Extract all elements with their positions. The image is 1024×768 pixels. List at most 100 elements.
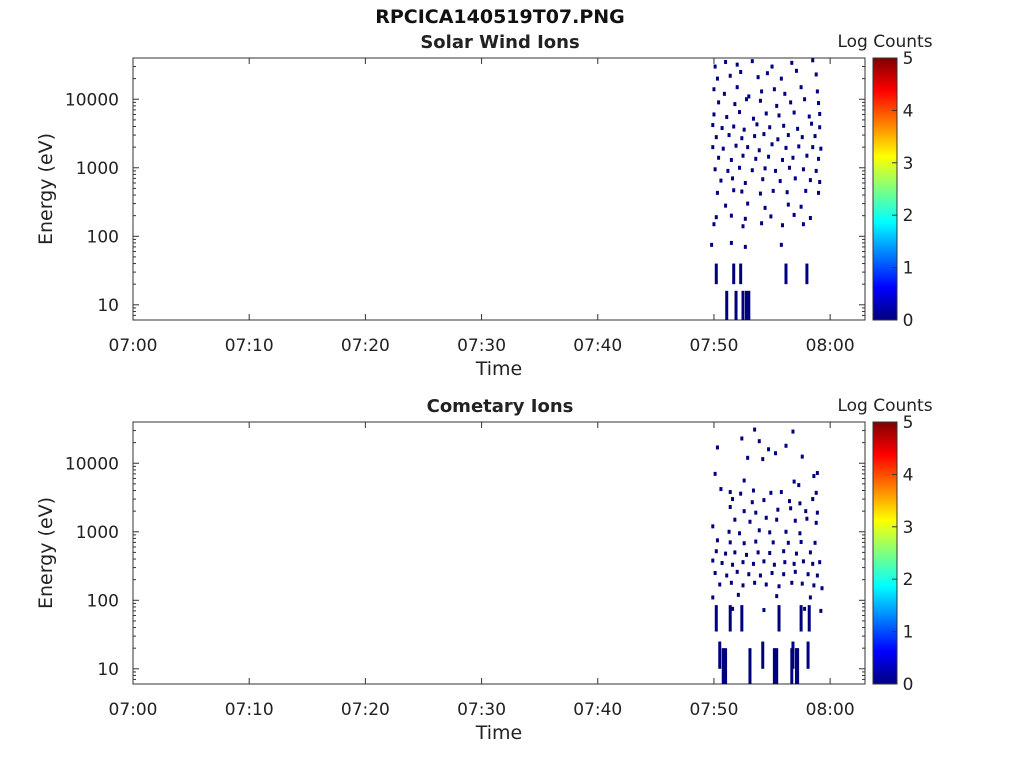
spectrogram-pixel <box>742 541 746 546</box>
colorbar-tick-label: 3 <box>903 518 914 538</box>
spectrogram-pixel <box>727 133 731 138</box>
axes-frame <box>132 421 866 685</box>
spectrogram-pixel <box>790 580 794 585</box>
spectrogram-pixel <box>724 203 728 208</box>
spectrogram-pixel <box>786 540 790 545</box>
spectrogram-pixel <box>764 111 768 116</box>
spectrogram-pixel <box>729 157 733 162</box>
spectrogram-pixel <box>728 73 732 78</box>
spectrogram-pixel <box>772 87 776 92</box>
spectrogram-pixel <box>743 244 747 249</box>
spectrogram-pixel <box>767 447 771 452</box>
spectrogram-pixel <box>734 143 738 148</box>
spectrogram-column <box>777 605 781 632</box>
x-tick-label: 07:20 <box>341 336 390 356</box>
x-tick-label: 07:00 <box>109 336 158 356</box>
spectrogram-pixel <box>729 240 733 245</box>
spectrogram-pixel <box>768 530 772 535</box>
spectrogram-pixel <box>801 222 805 227</box>
spectrogram-pixel <box>814 520 818 525</box>
spectrogram-pixel <box>731 497 735 502</box>
spectrogram-pixel <box>739 491 743 496</box>
spectrogram-column <box>718 641 722 669</box>
spectrogram-pixel <box>770 64 774 69</box>
spectrogram-pixel <box>717 155 721 160</box>
spectrogram-pixel <box>717 100 721 105</box>
spectrogram-pixel <box>800 581 804 586</box>
spectrogram-pixel <box>758 98 762 103</box>
y-axis-label: Energy (eV) <box>35 497 57 609</box>
spectrogram-column <box>799 605 803 632</box>
spectrogram-pixel <box>754 539 758 544</box>
spectrogram-pixel <box>711 123 715 128</box>
panel-title: Solar Wind Ions <box>420 32 579 53</box>
spectrogram-pixel <box>817 156 821 161</box>
spectrogram-pixel <box>720 126 724 131</box>
cometary-ions-panel: Cometary Ions 07:00 07:10 07:20 07:30 07:40 0… <box>35 396 933 744</box>
spectrogram-pixel <box>741 560 745 565</box>
spectrogram-pixel <box>792 212 796 217</box>
spectrogram-column <box>734 290 738 320</box>
colorbar-tick-label: 1 <box>903 623 914 643</box>
spectrogram-pixel <box>726 168 730 173</box>
spectrogram-pixel <box>738 165 742 170</box>
colorbar: 0 1 2 3 4 5 <box>872 413 914 695</box>
x-tick-label: 07:30 <box>457 700 506 720</box>
spectrogram-pixel <box>767 154 771 159</box>
spectrogram-column <box>744 290 748 320</box>
colorbar-tick-label: 5 <box>903 49 914 69</box>
spectrogram-pixel <box>710 242 714 247</box>
spectrogram-pixel <box>791 155 795 160</box>
spectrogram-pixel <box>774 168 778 173</box>
spectrogram-pixel <box>735 85 739 90</box>
spectrogram-pixel <box>789 100 793 105</box>
spectrogram-column <box>741 290 745 320</box>
spectrogram-pixel <box>791 429 795 434</box>
y-tick-label: 10 <box>97 296 119 316</box>
spectrogram-column <box>806 641 810 669</box>
spectrogram-pixel <box>784 145 788 150</box>
spectrogram-column <box>784 263 788 285</box>
y-tick-label: 10000 <box>65 90 119 110</box>
colorbar-label: Log Counts <box>837 396 932 416</box>
spectrogram-pixel <box>748 519 752 524</box>
plot-area: 07:00 07:10 07:20 07:30 07:40 07:50 08:00 10 100… <box>65 421 866 720</box>
spectrogram-pixel <box>761 457 765 462</box>
colorbar-tick-label: 3 <box>903 154 914 174</box>
spectrogram-pixel <box>782 572 786 577</box>
spectrogram-pixel <box>787 165 791 170</box>
colorbar-tick-label: 0 <box>903 311 914 331</box>
spectrogram-pixel <box>770 571 774 576</box>
spectrogram-pixel <box>711 595 715 600</box>
spectrogram-pixel <box>814 490 818 495</box>
x-tick-label: 08:00 <box>806 336 855 356</box>
plot-area: 07:00 07:10 07:20 07:30 07:40 07:50 08:00 10 100… <box>65 57 866 356</box>
colorbar-tick-label: 4 <box>903 465 914 485</box>
spectrogram-pixel <box>771 540 775 545</box>
spectrogram-pixel <box>758 573 762 578</box>
spectrogram-pixel <box>746 455 750 460</box>
spectrogram-pixel <box>729 213 733 218</box>
colorbar: 0 1 2 3 4 5 <box>872 49 914 331</box>
spectrogram-pixel <box>793 518 797 523</box>
spectrogram-pixel <box>746 145 750 150</box>
spectrogram-pixel <box>712 87 716 92</box>
spectrogram-pixel <box>743 216 747 221</box>
colorbar-tick-label: 4 <box>903 101 914 121</box>
spectrogram-pixel <box>812 474 816 479</box>
spectrogram-pixel <box>727 529 731 534</box>
spectrogram-pixel <box>815 510 819 515</box>
spectrogram-pixel <box>772 562 776 567</box>
spectrogram-pixel <box>753 580 757 585</box>
spectrogram-pixel <box>713 64 717 69</box>
spectrogram-pixel <box>811 561 815 566</box>
spectrogram-pixel <box>782 549 786 554</box>
spectrogram-pixel <box>801 167 805 172</box>
spectrogram-pixel <box>744 97 748 102</box>
spectrogram-pixel <box>741 153 745 158</box>
spectrogram-pixel <box>732 124 736 129</box>
spectrogram-pixel <box>731 176 735 181</box>
spectrogram-pixel <box>808 178 812 183</box>
spectrogram-column <box>714 263 718 285</box>
spectrogram-pixel <box>754 510 758 515</box>
